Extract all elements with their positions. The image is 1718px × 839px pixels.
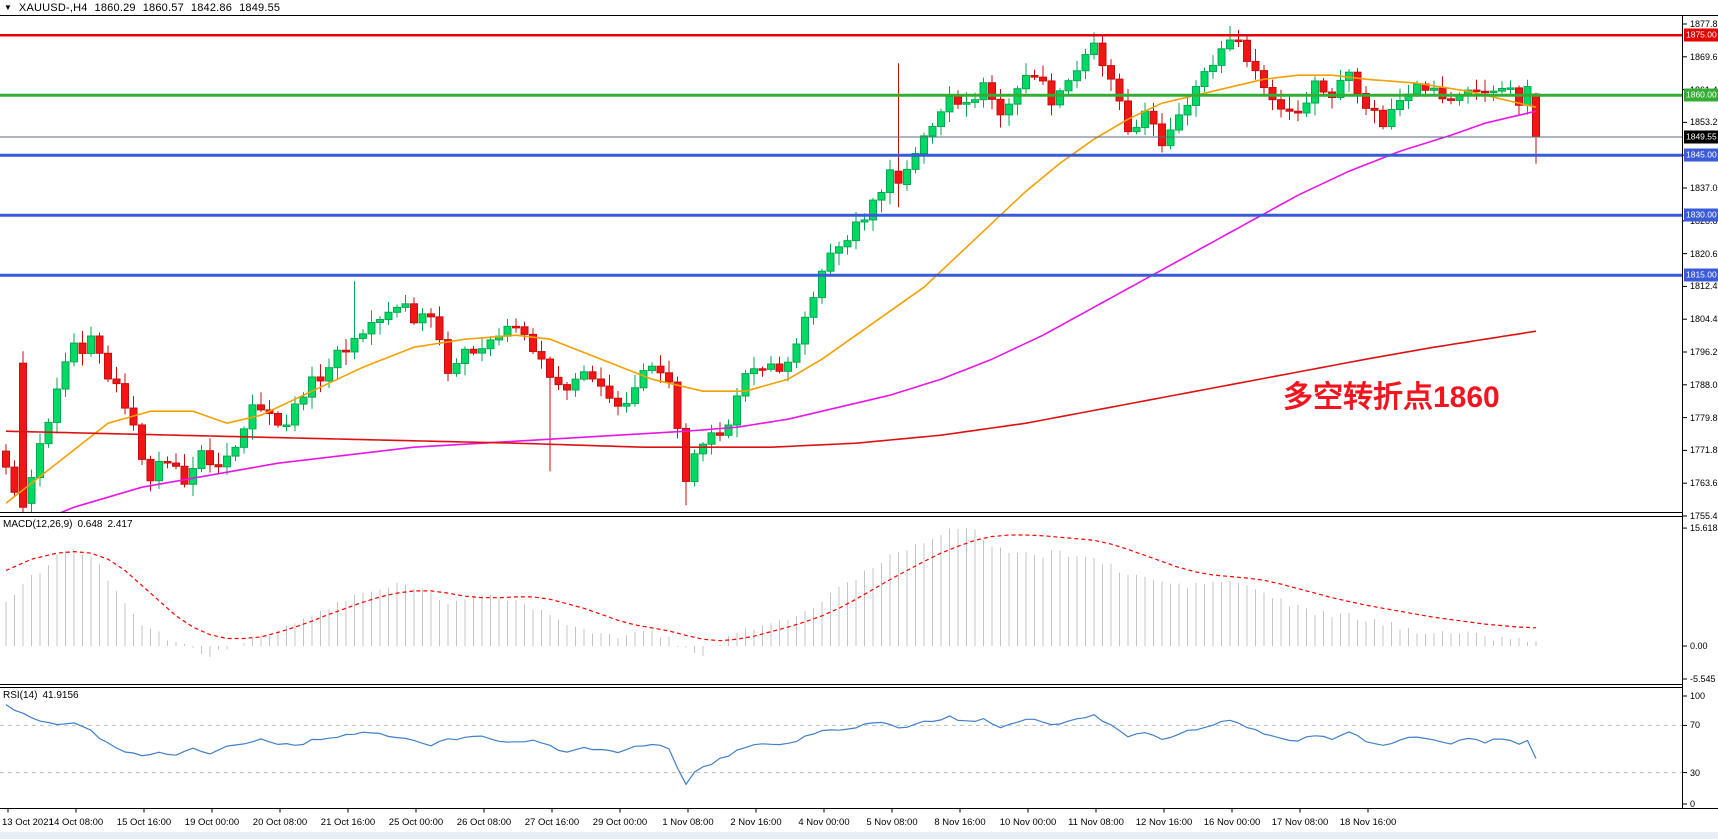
macd-histogram xyxy=(5,528,1537,657)
time-tick-label: 13 Oct 2021 xyxy=(2,817,54,828)
ma-fast-orange xyxy=(5,74,1537,504)
time-tick-label: 14 Oct 08:00 xyxy=(48,817,104,828)
price-tick-label: 1812.4 xyxy=(1690,281,1718,292)
price-tick-label: 1779.8 xyxy=(1690,412,1718,423)
time-tick-label: 12 Nov 16:00 xyxy=(1135,817,1193,828)
macd-axis-label: -5.545 xyxy=(1690,674,1716,684)
candles-layer xyxy=(2,26,1540,512)
rsi-name: RSI(14) xyxy=(3,690,38,701)
rsi-axis-label: 0 xyxy=(1690,799,1696,809)
macd-axis-label: 15.618 xyxy=(1690,523,1718,534)
time-tick-label: 16 Nov 00:00 xyxy=(1203,817,1261,828)
quote-high: 1860.57 xyxy=(142,2,184,14)
symbol-collapse-icon[interactable]: ▼ xyxy=(4,3,12,12)
quote-low: 1842.86 xyxy=(190,2,233,14)
price-tick-label: 1804.4 xyxy=(1690,314,1718,325)
time-tick-label: 1 Nov 08:00 xyxy=(662,817,714,828)
time-tick-label: 19 Oct 00:00 xyxy=(184,817,240,828)
time-tick-label: 11 Nov 08:00 xyxy=(1068,817,1124,828)
macd-signal-value: 2.417 xyxy=(107,519,133,530)
price-tick-label: 1796.2 xyxy=(1690,347,1718,357)
rsi-indicator-label: RSI(14) 41.9156 xyxy=(3,690,84,701)
price-tick-label: 1877.8 xyxy=(1690,19,1718,29)
time-tick-label: 17 Nov 08:00 xyxy=(1271,817,1329,828)
annotation-text[interactable]: 多空转折点1860 xyxy=(1283,381,1500,414)
quote-close: 1849.55 xyxy=(239,2,281,14)
current-price-tag: 1849.55 xyxy=(1684,130,1718,144)
rsi-value: 41.9156 xyxy=(42,690,79,701)
chart-symbol-timeframe: XAUUSD-,H4 xyxy=(18,2,88,14)
time-tick-label: 10 Nov 00:00 xyxy=(999,817,1057,828)
rsi-axis-label: 100 xyxy=(1690,691,1706,701)
quote-open: 1860.29 xyxy=(94,2,136,14)
rsi-line xyxy=(5,704,1537,786)
time-tick-label: 20 Oct 08:00 xyxy=(252,817,308,828)
price-tick-label: 1820.6 xyxy=(1690,248,1718,259)
price-tick-label: 1869.6 xyxy=(1690,51,1718,62)
price-tick-label: 1788.0 xyxy=(1690,379,1718,390)
macd-name: MACD(12,26,9) xyxy=(3,519,73,530)
macd-main-value: 0.648 xyxy=(77,519,103,530)
macd-indicator-label: MACD(12,26,9) 0.648 2.417 xyxy=(3,519,138,530)
macd-axis-label: 0.00 xyxy=(1690,641,1708,651)
rsi-axis-label: 70 xyxy=(1690,720,1701,731)
price-tick-label: 1771.8 xyxy=(1690,445,1718,456)
ma-medium-magenta xyxy=(60,110,1537,512)
time-tick-label: 5 Nov 08:00 xyxy=(866,817,918,828)
time-tick-label: 15 Oct 16:00 xyxy=(116,817,172,828)
chart-title-bar: ▼ XAUUSD-,H4 1860.29 1860.57 1842.86 184… xyxy=(4,1,280,15)
time-tick-label: 27 Oct 16:00 xyxy=(524,817,580,828)
price-tick-label: 1853.2 xyxy=(1690,117,1718,128)
time-tick-label: 26 Oct 08:00 xyxy=(456,817,512,828)
time-tick-label: 4 Nov 00:00 xyxy=(798,817,850,828)
time-tick-label: 25 Oct 00:00 xyxy=(388,817,444,828)
time-tick-label: 21 Oct 16:00 xyxy=(320,817,376,828)
macd-signal-line xyxy=(5,534,1537,642)
time-tick-label: 29 Oct 00:00 xyxy=(592,817,648,828)
window-bottom-edge xyxy=(0,832,1718,839)
price-level-tag: 1860.00 xyxy=(1684,88,1718,102)
time-tick-label: 8 Nov 16:00 xyxy=(934,817,986,828)
time-tick-label: 2 Nov 16:00 xyxy=(730,817,782,828)
price-tick-label: 1837.0 xyxy=(1690,183,1718,193)
price-level-tag: 1845.00 xyxy=(1684,148,1718,162)
price-level-tag: 1875.00 xyxy=(1684,28,1718,42)
price-tick-label: 1763.6 xyxy=(1690,478,1718,489)
price-level-tag: 1830.00 xyxy=(1684,208,1718,222)
time-tick-label: 18 Nov 16:00 xyxy=(1339,817,1397,828)
price-tick-label: 1755.4 xyxy=(1690,511,1718,521)
rsi-axis-label: 30 xyxy=(1690,767,1701,778)
price-level-tag: 1815.00 xyxy=(1684,268,1718,282)
ma-slow-red xyxy=(5,330,1537,449)
